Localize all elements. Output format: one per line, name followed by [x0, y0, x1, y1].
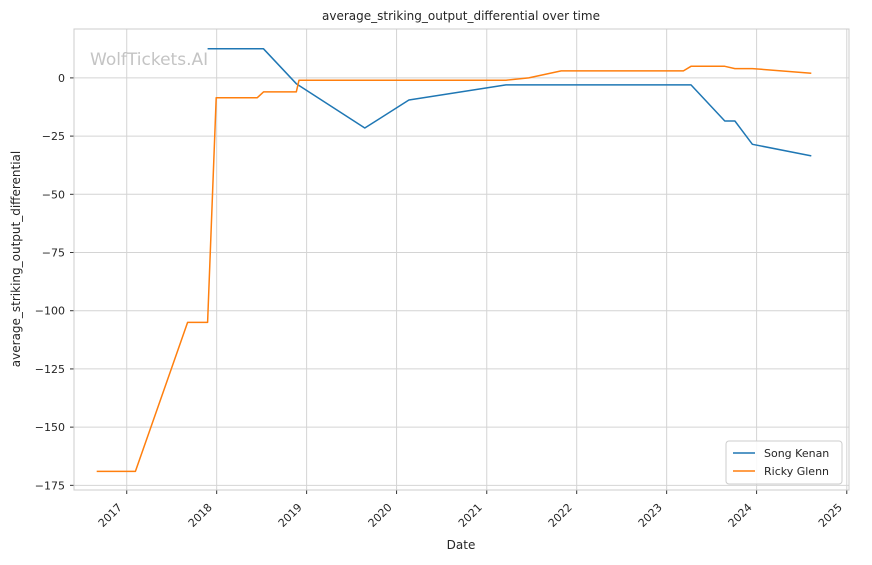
y-tick-label: −100	[35, 305, 65, 318]
y-tick-label: −25	[42, 130, 65, 143]
y-tick-label: 0	[58, 72, 65, 85]
series-layer	[96, 48, 812, 473]
watermark: WolfTickets.AI	[90, 50, 208, 70]
legend-box	[725, 440, 843, 485]
plot-frame	[73, 28, 850, 491]
legend-label-ricky-glenn: Ricky Glenn	[764, 465, 829, 478]
y-tick-label: −125	[35, 363, 65, 376]
chart-title: average_striking_output_differential ove…	[322, 9, 600, 23]
y-axis-label: average_striking_output_differential	[9, 151, 23, 367]
legend-label-song-kenan: Song Kenan	[764, 447, 829, 460]
y-tick-labels: 0 −25 −50 −75 −100 −125 −150 −175	[35, 72, 65, 492]
grid-layer	[70, 29, 849, 494]
series-line-ricky-glenn	[96, 65, 812, 473]
y-tick-label: −175	[35, 479, 65, 492]
y-tick-label: −75	[42, 247, 65, 260]
legend: Song Kenan Ricky Glenn	[725, 440, 843, 485]
y-tick-label: −150	[35, 421, 65, 434]
y-tick-label: −50	[42, 188, 65, 201]
series-line-song-kenan	[207, 48, 812, 157]
x-axis-label: Date	[447, 538, 476, 552]
